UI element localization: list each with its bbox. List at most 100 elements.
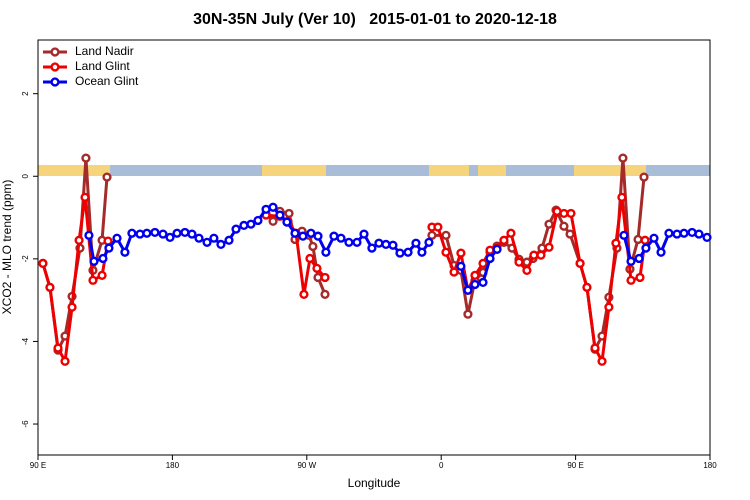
data-point — [536, 250, 546, 260]
data-point — [172, 228, 182, 238]
data-point — [216, 239, 226, 250]
data-point — [478, 258, 488, 268]
land-strip — [574, 165, 646, 176]
land-strip — [262, 165, 326, 176]
x-tick-label: 90 E — [30, 461, 46, 470]
ocean-strip — [38, 165, 710, 176]
data-point — [239, 220, 249, 231]
data-point — [582, 282, 592, 292]
y-axis-label: XCO2 - MLO trend (ppm) — [0, 180, 14, 315]
data-point — [478, 277, 488, 287]
data-point — [619, 230, 629, 240]
data-point — [499, 235, 509, 245]
data-point — [150, 227, 160, 238]
legend-label: Land Glint — [75, 59, 130, 73]
data-point — [641, 243, 651, 253]
data-point — [209, 233, 219, 243]
data-point — [246, 219, 256, 229]
data-point — [202, 237, 212, 247]
data-point — [635, 272, 645, 283]
data-point — [53, 343, 63, 353]
data-point — [103, 236, 113, 246]
y-tick-label: 0 — [21, 173, 30, 178]
data-point — [194, 233, 204, 243]
legend-label: Land Nadir — [75, 44, 134, 58]
data-point — [313, 231, 323, 241]
data-point — [544, 219, 554, 229]
data-point — [89, 256, 99, 266]
data-point — [656, 247, 666, 257]
data-point — [470, 270, 480, 280]
data-point — [597, 356, 607, 366]
x-axis-label: Longitude — [348, 476, 401, 490]
data-point — [320, 272, 330, 283]
data-point — [470, 279, 480, 290]
data-point — [102, 172, 112, 182]
data-point — [104, 243, 114, 253]
data-point — [374, 238, 384, 248]
data-point — [506, 228, 516, 238]
plot-frame — [37, 39, 711, 456]
series — [38, 192, 650, 366]
data-point — [80, 192, 90, 202]
data-point — [590, 343, 600, 353]
y-tick-label: -6 — [21, 420, 30, 428]
data-point — [313, 272, 323, 283]
data-point — [649, 233, 659, 243]
data-point — [381, 239, 391, 250]
x-tick-label: 180 — [703, 461, 717, 470]
data-point — [702, 232, 712, 242]
data-point — [112, 233, 122, 243]
data-point — [639, 172, 649, 182]
x-tick-label: 0 — [439, 461, 444, 470]
data-point — [441, 230, 451, 240]
data-point — [359, 229, 369, 239]
land-strip — [38, 165, 110, 176]
data-point — [98, 253, 108, 264]
x-tick-label: 90 W — [297, 461, 316, 470]
data-point — [282, 217, 292, 227]
data-point — [224, 235, 234, 245]
data-point — [329, 231, 339, 241]
data-point — [165, 232, 175, 242]
data-point — [290, 228, 300, 238]
data-point — [352, 237, 362, 247]
data-point — [60, 356, 70, 366]
data-point — [529, 250, 539, 260]
data-point — [344, 237, 354, 247]
data-point — [411, 238, 421, 248]
data-point — [321, 247, 331, 257]
data-point — [566, 208, 576, 219]
data-point — [88, 275, 98, 285]
data-point — [485, 245, 495, 255]
data-point — [231, 224, 241, 234]
data-point — [306, 228, 316, 238]
data-point — [618, 153, 628, 163]
data-point — [367, 243, 377, 253]
data-point — [38, 258, 48, 268]
legend-label: Ocean Glint — [75, 74, 139, 88]
data-point — [275, 210, 285, 220]
data-point — [336, 233, 346, 243]
x-tick-label: 90 E — [567, 461, 583, 470]
data-point — [456, 248, 466, 258]
data-point — [187, 229, 197, 239]
data-point — [544, 242, 554, 252]
data-point — [679, 228, 689, 238]
data-point — [559, 208, 569, 219]
data-point — [694, 229, 704, 239]
legend-marker — [50, 77, 60, 87]
data-point — [253, 215, 263, 226]
data-point — [308, 241, 318, 252]
data-point — [617, 192, 627, 202]
data-point — [120, 247, 130, 257]
data-point — [74, 235, 84, 245]
data-point — [81, 153, 91, 163]
series — [84, 202, 712, 295]
data-point — [67, 302, 77, 312]
chart-title: 30N-35N July (Ver 10) 2015-01-01 to 2020… — [193, 11, 557, 28]
data-point — [299, 289, 309, 299]
legend-marker — [50, 47, 60, 57]
